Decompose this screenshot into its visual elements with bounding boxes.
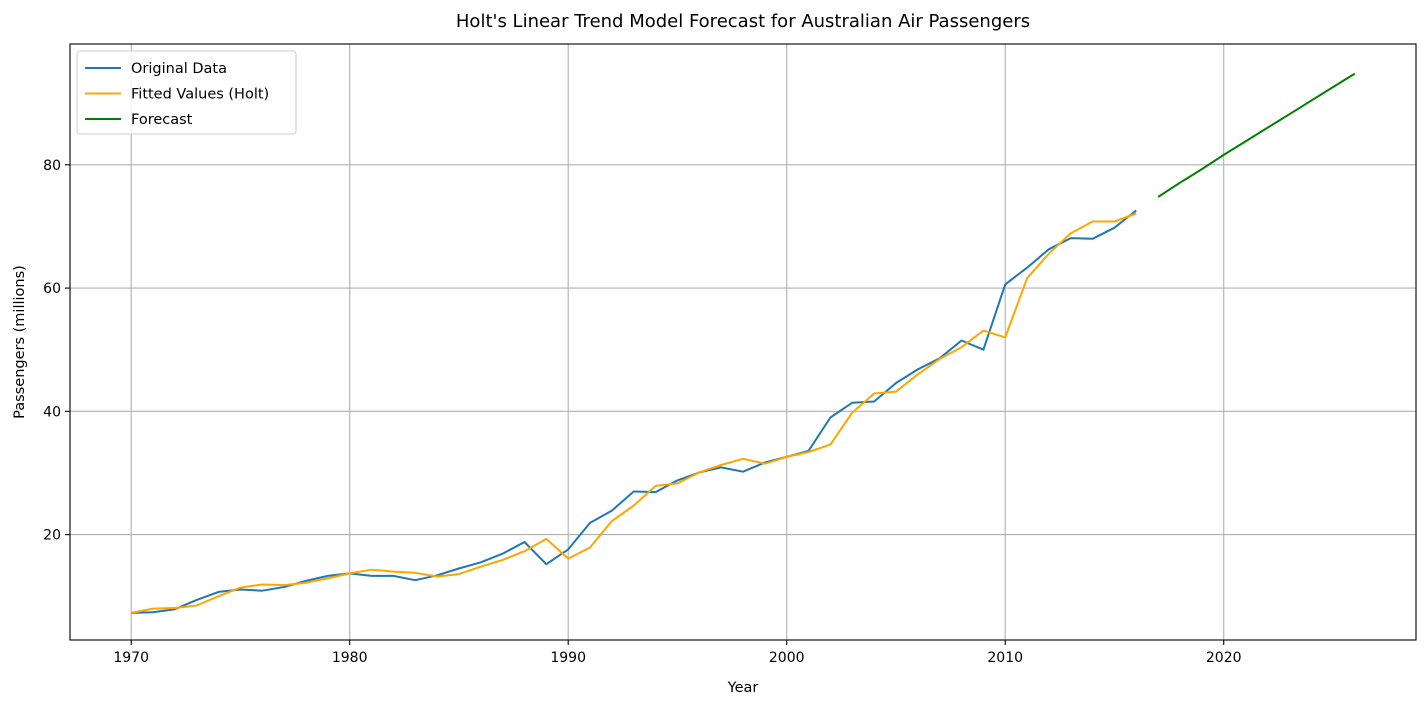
x-tick-label: 1980 bbox=[332, 650, 368, 666]
x-tick-label: 1970 bbox=[113, 650, 149, 666]
y-tick-label: 20 bbox=[43, 528, 61, 544]
x-tick-label: 2010 bbox=[987, 650, 1023, 666]
y-tick-label: 40 bbox=[43, 404, 61, 420]
series-line-fitted-values-holt bbox=[131, 212, 1137, 614]
series-layer bbox=[131, 72, 1356, 614]
y-tick-label: 60 bbox=[43, 281, 61, 297]
y-tick-label: 80 bbox=[43, 158, 61, 174]
grid-layer bbox=[70, 44, 1416, 640]
legend-label-fitted-values-holt: Fitted Values (Holt) bbox=[131, 87, 269, 103]
legend-box bbox=[76, 50, 297, 135]
x-tick-label: 2020 bbox=[1206, 650, 1242, 666]
x-tick-label: 2000 bbox=[769, 650, 805, 666]
legend-label-original-data: Original Data bbox=[131, 61, 227, 77]
x-axis-label: Year bbox=[727, 680, 759, 696]
legend-label-forecast: Forecast bbox=[131, 112, 193, 128]
legend: Original Data Fitted Values (Holt) Forecas… bbox=[76, 50, 297, 135]
chart-title: Holt's Linear Trend Model Forecast for A… bbox=[456, 11, 1030, 32]
x-tick-label: 1990 bbox=[550, 650, 586, 666]
y-axis-label: Passengers (millions) bbox=[12, 265, 28, 419]
series-line-forecast bbox=[1157, 72, 1356, 198]
plot-frame bbox=[69, 43, 1417, 641]
